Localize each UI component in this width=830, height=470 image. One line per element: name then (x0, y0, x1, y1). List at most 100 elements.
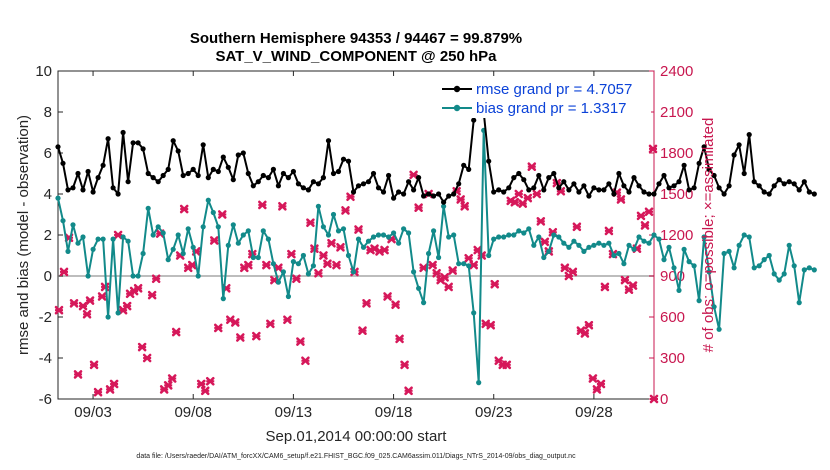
rmse-point (471, 117, 477, 123)
bias-point (155, 224, 161, 230)
obs-count-marker (404, 386, 413, 396)
rmse-point (501, 189, 507, 195)
bias-point (255, 254, 261, 261)
rmse-point (571, 181, 577, 187)
chart-subtitle: SAT_V_WIND_COMPONENT @ 250 hPa (215, 48, 497, 65)
x-axis-ticks: 09/03 09/08 09/13 09/18 09/23 09/28 (74, 71, 613, 421)
rmse-point (265, 175, 271, 181)
bias-point (506, 232, 512, 238)
bias-point (521, 230, 527, 236)
bias-point (476, 380, 482, 386)
bias-point (365, 238, 372, 244)
rmse-point (145, 170, 151, 177)
bias-point (581, 248, 587, 254)
data-file-footer: data file: /Users/raeder/DAI/ATM_forcXX/… (136, 453, 576, 460)
y-tick-left-label: 2 (44, 227, 52, 244)
rmse-point (646, 191, 652, 197)
rmse-point (105, 136, 111, 142)
obs-count-marker (383, 292, 392, 301)
x-tick-label: 09/03 (74, 404, 112, 421)
bias-point (265, 236, 271, 242)
bias-point (175, 232, 181, 238)
rmse-point (621, 183, 627, 189)
rmse-point (300, 185, 306, 191)
bias-point (556, 234, 562, 240)
obs-count-marker (78, 301, 88, 311)
rmse-point (160, 172, 166, 179)
y-tick-left-label: 10 (35, 63, 52, 80)
rmse-point (180, 172, 186, 179)
bias-point (80, 234, 86, 240)
obs-count-marker (122, 301, 132, 311)
rmse-point (115, 191, 121, 197)
rmse-point (411, 187, 417, 193)
bias-point (391, 230, 397, 236)
obs-count-marker (464, 253, 473, 263)
rmse-point (170, 138, 176, 144)
rmse-point (516, 170, 522, 177)
bias-point (811, 267, 817, 273)
obs-count-marker (600, 282, 610, 292)
y-tick-left-label: -2 (39, 309, 52, 326)
bias-point (781, 271, 787, 277)
obs-count-marker (323, 259, 332, 269)
rmse-point (561, 179, 567, 185)
obs-count-marker (440, 273, 449, 282)
rmse-point (140, 146, 146, 152)
rmse-point (766, 191, 772, 197)
bias-point (240, 232, 246, 238)
rmse-point (305, 187, 311, 193)
rmse-point (461, 162, 467, 168)
bias-point (290, 259, 296, 265)
obs-count-marker (59, 267, 69, 277)
x-tick-label: 09/18 (375, 404, 413, 421)
bias-point (561, 240, 567, 246)
rmse-point (696, 160, 702, 166)
bias-point (185, 226, 191, 232)
rmse-point (581, 183, 587, 189)
rmse-point (741, 170, 747, 177)
bias-point (386, 234, 392, 240)
obs-count-marker (648, 144, 658, 154)
obs-count-marker (82, 309, 92, 319)
x-tick-label: 09/08 (174, 404, 212, 421)
rmse-point (666, 185, 672, 191)
bias-point (320, 224, 326, 230)
rmse-point (60, 160, 66, 166)
legend-bias-label: bias grand pr = 1.3317 (476, 100, 627, 117)
obs-count-marker (97, 292, 107, 301)
obs-count-marker (137, 342, 147, 352)
bias-point (245, 228, 251, 234)
obs-count-marker (179, 204, 189, 214)
rmse-point (290, 168, 296, 175)
rmse-point (350, 189, 357, 195)
rmse-point (285, 175, 291, 181)
rmse-point (491, 189, 497, 195)
obs-count-marker (167, 374, 177, 383)
rmse-point (426, 191, 432, 197)
rmse-point (466, 166, 472, 172)
obs-count-marker (584, 320, 594, 330)
y-tick-right-label: 2400 (660, 63, 693, 80)
rmse-point (130, 140, 136, 146)
rmse-point (596, 187, 602, 193)
bias-point (501, 234, 507, 240)
rmse-point (566, 187, 572, 193)
bias-point (160, 230, 166, 236)
bias-point (651, 232, 657, 238)
bias-point (250, 254, 256, 261)
obs-count-marker (354, 225, 363, 234)
obs-count-marker (448, 266, 457, 275)
bias-point (416, 285, 422, 291)
obs-count-marker (444, 282, 453, 292)
rmse-point (80, 187, 86, 193)
plot-area (57, 70, 655, 400)
obs-count-marker (278, 202, 287, 211)
y-axis-label-right: # of obs: o=possible; ×=assimilated (700, 118, 717, 353)
bias-point (681, 246, 687, 252)
rmse-point (215, 168, 221, 175)
bias-point (260, 228, 266, 234)
rmse-point (791, 181, 797, 187)
obs-count-marker (213, 323, 223, 333)
rmse-point (370, 170, 377, 177)
